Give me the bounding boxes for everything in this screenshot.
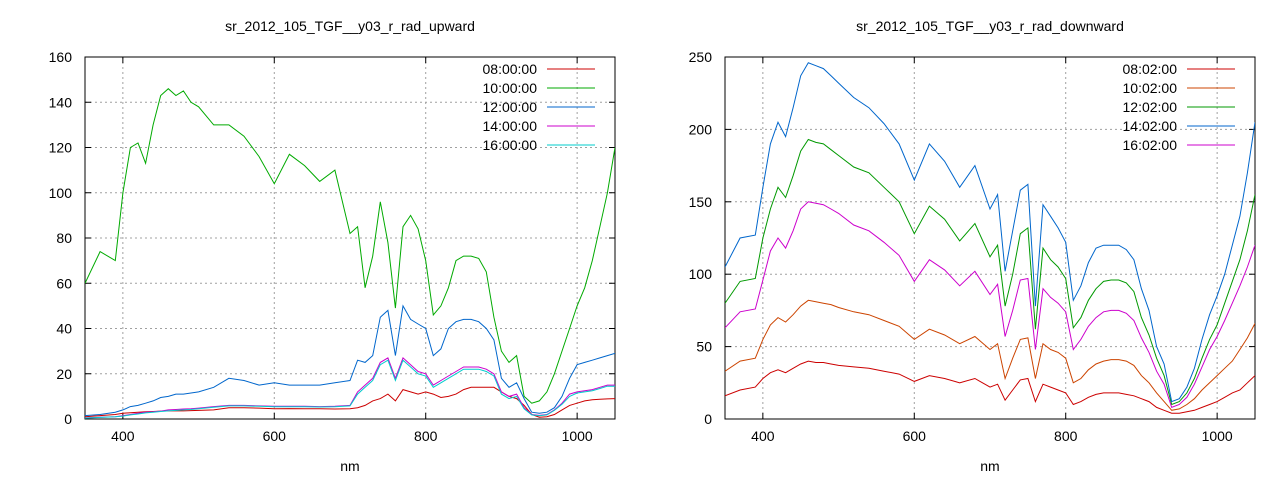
series-line-5: [725, 201, 1255, 409]
x-tick-label: 800: [1054, 428, 1078, 444]
y-tick-label: 160: [49, 49, 73, 65]
legend-label: 08:00:00: [483, 61, 538, 77]
x-tick-label: 400: [751, 428, 775, 444]
series-line-2: [85, 88, 615, 404]
series-line-5: [85, 359, 615, 419]
chart-panel-2: sr_2012_105_TGF__y03_r_rad_downward 400 60…: [689, 18, 1256, 474]
x-tick-label: 600: [903, 428, 927, 444]
x-axis-label: nm: [340, 458, 359, 474]
legend-label: 08:02:00: [1123, 61, 1178, 77]
series-line-3: [85, 304, 615, 417]
legend-label: 16:00:00: [483, 137, 538, 153]
y-tick-label: 100: [49, 185, 73, 201]
y-tick-label: 100: [689, 266, 713, 282]
legend-label: 10:02:00: [1123, 80, 1178, 96]
y-tick-label: 0: [704, 411, 712, 427]
x-tick-label: 600: [263, 428, 287, 444]
chart-title: sr_2012_105_TGF__y03_r_rad_upward: [225, 18, 475, 34]
y-tick-label: 120: [49, 140, 73, 156]
y-tick-label: 40: [56, 321, 72, 337]
legend-label: 16:02:00: [1123, 137, 1178, 153]
x-axis-label: nm: [980, 458, 999, 474]
plot-frame: [724, 56, 1256, 420]
series-line-4: [725, 62, 1255, 403]
series-line-3: [725, 138, 1255, 406]
y-tick-label: 250: [689, 49, 713, 65]
y-tick-label: 80: [56, 230, 72, 246]
chart-title: sr_2012_105_TGF__y03_r_rad_downward: [856, 18, 1124, 34]
series-line-1: [725, 360, 1255, 414]
y-tick-label: 50: [696, 339, 712, 355]
legend-label: 12:02:00: [1123, 99, 1178, 115]
y-tick-label: 20: [56, 366, 72, 382]
legend-label: 12:00:00: [483, 99, 538, 115]
y-tick-label: 0: [64, 411, 72, 427]
legend-label: 14:02:00: [1123, 118, 1178, 134]
y-tick-label: 140: [49, 94, 73, 110]
x-tick-label: 1000: [1202, 428, 1233, 444]
x-tick-label: 400: [111, 428, 135, 444]
series-line-2: [725, 299, 1255, 411]
x-tick-label: 800: [414, 428, 438, 444]
legend-label: 14:00:00: [483, 118, 538, 134]
y-tick-label: 150: [689, 194, 713, 210]
legend-label: 10:00:00: [483, 80, 538, 96]
x-tick-label: 1000: [562, 428, 593, 444]
y-tick-label: 200: [689, 121, 713, 137]
y-tick-label: 60: [56, 275, 72, 291]
